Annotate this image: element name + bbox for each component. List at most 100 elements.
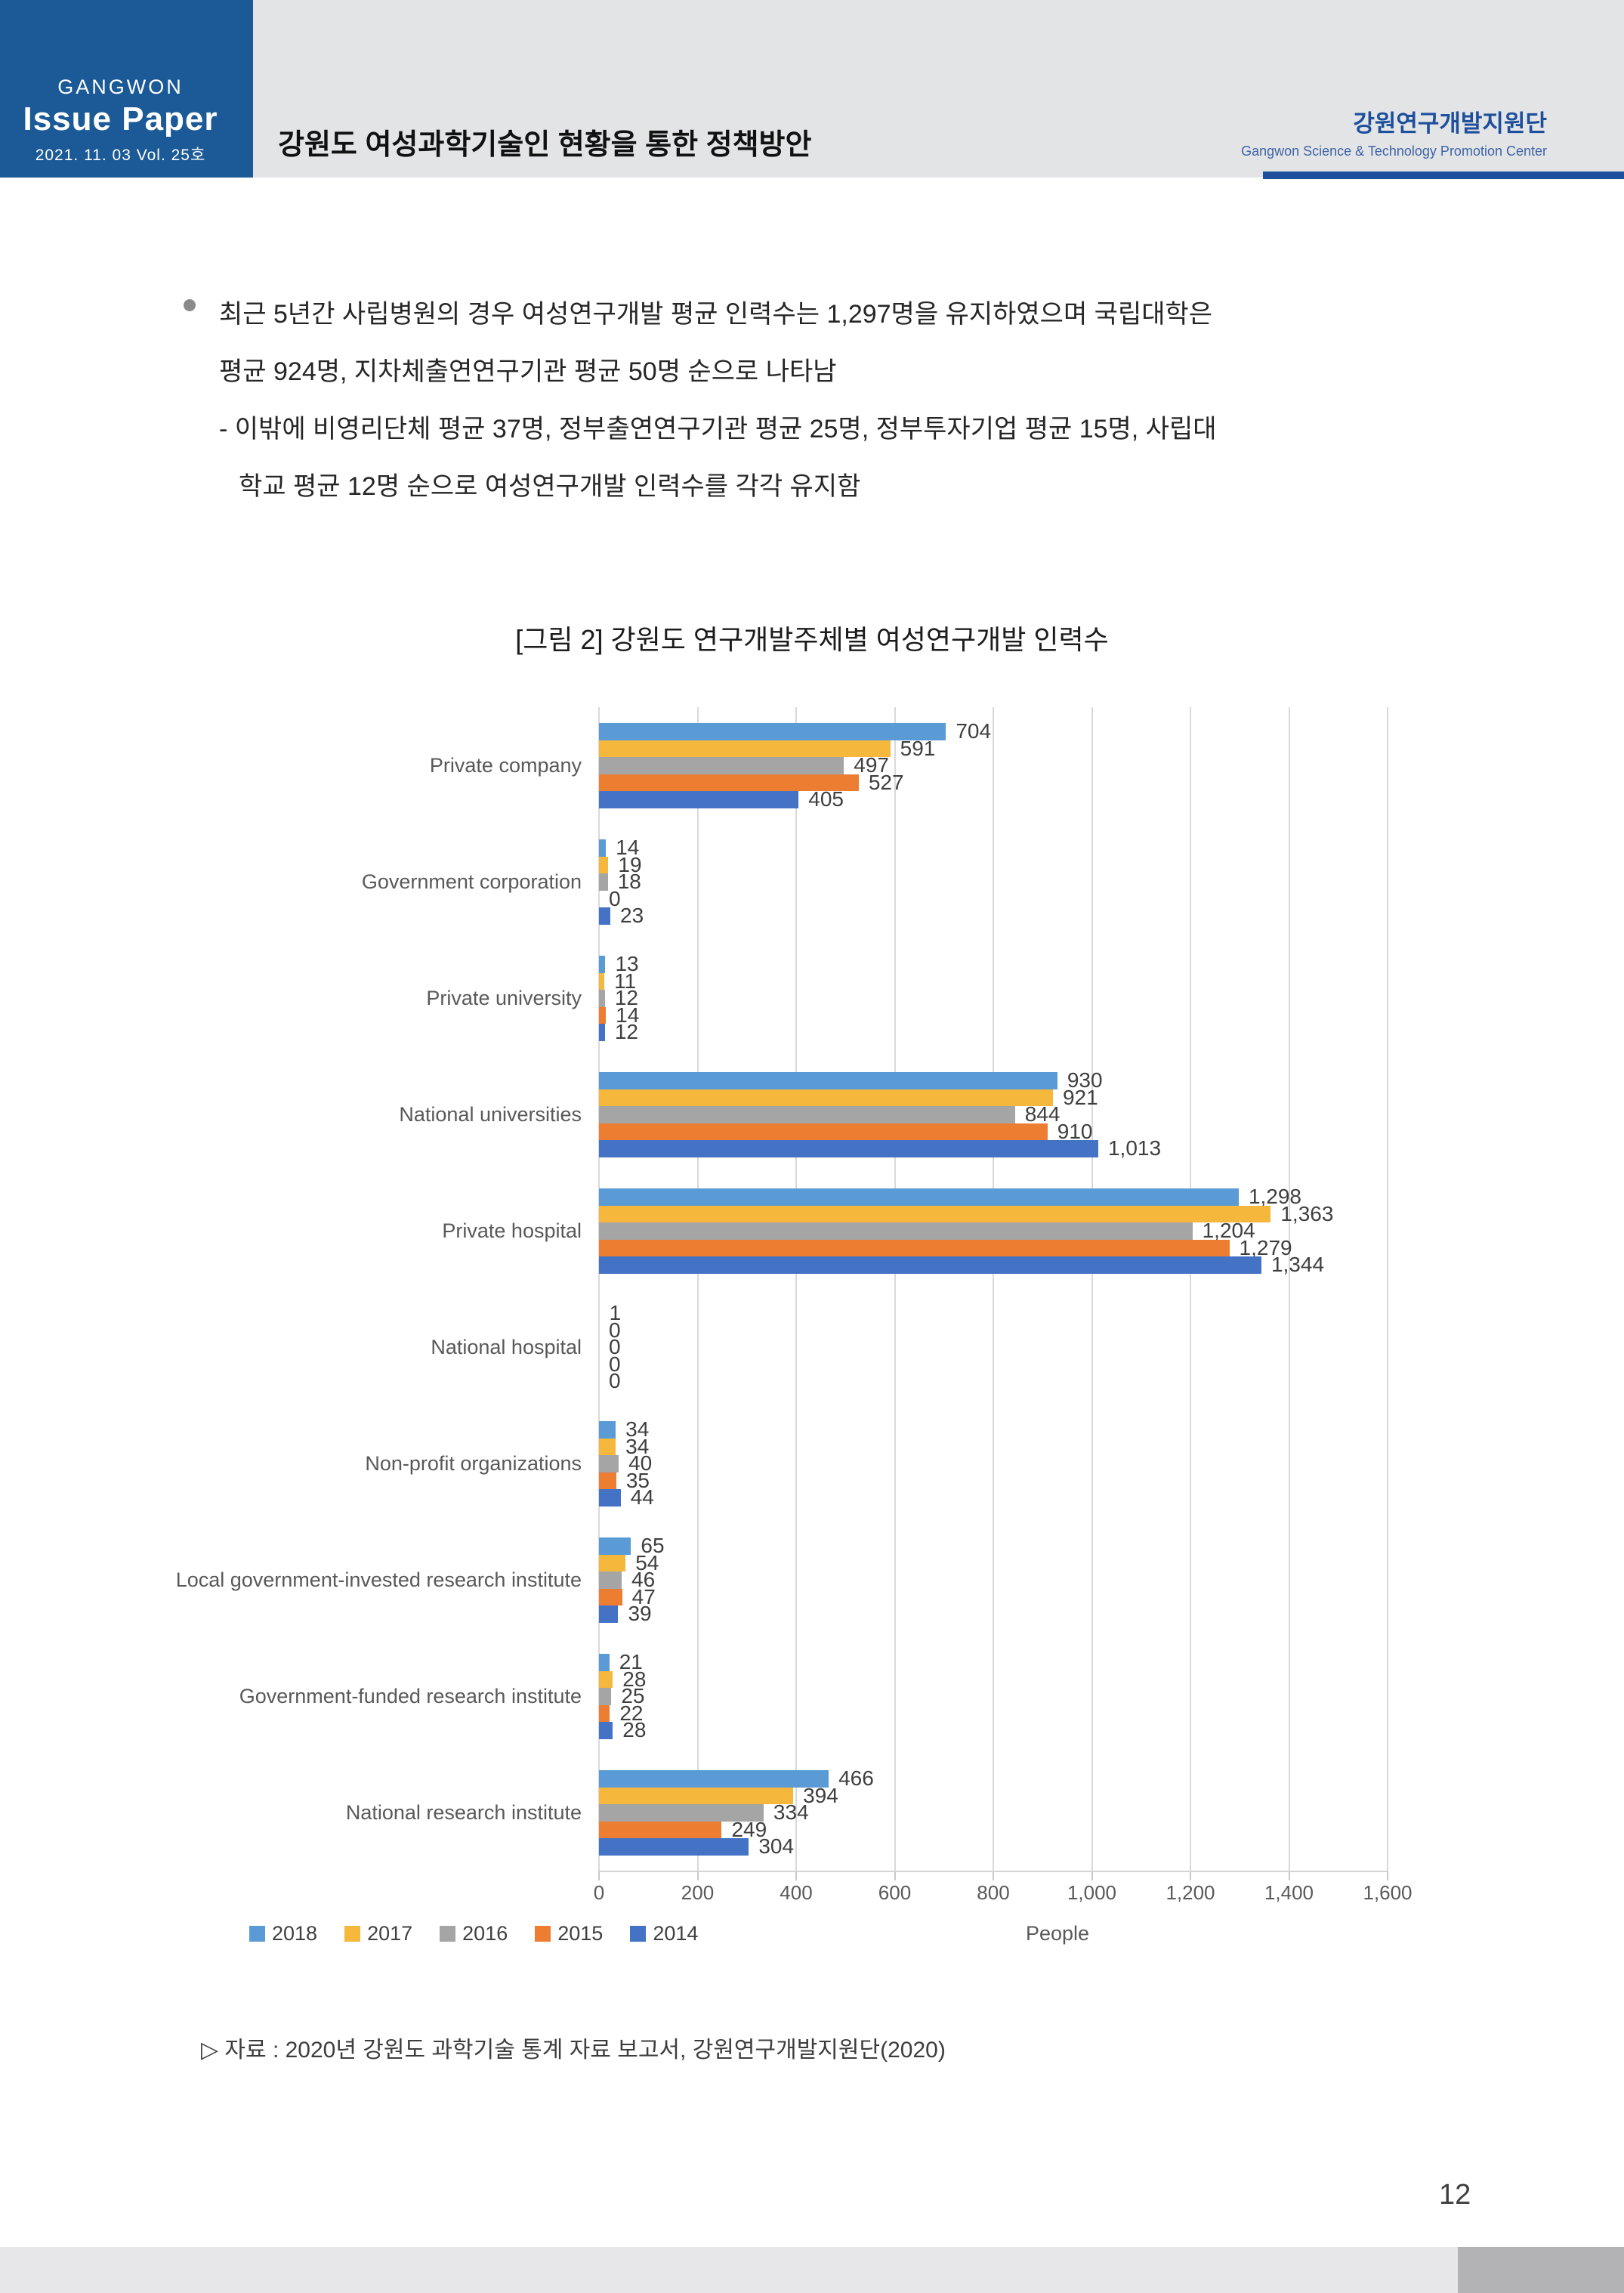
bar-value-label: 1,204 bbox=[1202, 1219, 1255, 1243]
legend-label: 2015 bbox=[557, 1922, 604, 1945]
chart-bar bbox=[599, 1554, 626, 1571]
bar-value-label: 0 bbox=[609, 886, 621, 910]
bar-value-label: 40 bbox=[628, 1451, 653, 1476]
chart-bar bbox=[599, 1571, 622, 1589]
bar-value-label: 527 bbox=[868, 770, 904, 794]
bar-value-label: 1,344 bbox=[1270, 1253, 1325, 1277]
axis-tick bbox=[598, 1871, 600, 1880]
category-label: National research institute bbox=[345, 1801, 582, 1825]
chart-bar bbox=[599, 990, 605, 1007]
category-label: Local government-invested research insti… bbox=[175, 1568, 582, 1592]
brand-region: GANGWON bbox=[57, 76, 184, 98]
bar-value-label: 0 bbox=[609, 1369, 621, 1393]
chart-bar bbox=[599, 1537, 631, 1555]
bar-value-label: 44 bbox=[630, 1485, 654, 1510]
org-underline-bar bbox=[1263, 172, 1624, 179]
gridline bbox=[1387, 707, 1388, 1871]
brand-block: GANGWON Issue Paper 2021. 11. 03 Vol. 25… bbox=[0, 76, 241, 165]
legend-label: 2018 bbox=[272, 1922, 318, 1945]
bar-value-label: 394 bbox=[803, 1783, 838, 1807]
chart-bar bbox=[599, 1256, 1261, 1274]
gridline bbox=[1091, 707, 1093, 1871]
category-label: National universities bbox=[399, 1103, 582, 1126]
x-tick-label: 200 bbox=[681, 1881, 715, 1904]
bar-value-label: 47 bbox=[631, 1584, 656, 1608]
chart-bar bbox=[599, 1670, 613, 1688]
x-tick-label: 1,400 bbox=[1264, 1881, 1314, 1904]
bar-value-label: 34 bbox=[625, 1417, 650, 1442]
chart-bar bbox=[599, 1106, 1015, 1123]
chart-bar bbox=[599, 1588, 622, 1605]
chart-legend: 2018 2017 2016 2015 2014 bbox=[249, 1922, 725, 1945]
bar-value-label: 25 bbox=[621, 1684, 645, 1708]
bar-value-label: 28 bbox=[622, 1718, 647, 1742]
header-band bbox=[0, 0, 1624, 178]
axis-tick bbox=[795, 1871, 797, 1880]
chart-bar bbox=[599, 1205, 1271, 1222]
chart-bar bbox=[599, 907, 610, 925]
chart-bar bbox=[599, 1024, 605, 1041]
chart-bar bbox=[599, 1072, 1057, 1089]
bullet-text-line-3: - 이밖에 비영리단체 평균 37명, 정부출연연구기관 평균 25명, 정부투… bbox=[219, 415, 1217, 443]
axis-tick bbox=[1387, 1871, 1388, 1880]
x-tick-label: 1,600 bbox=[1363, 1881, 1413, 1904]
bar-value-label: 14 bbox=[616, 836, 640, 860]
category-label: Government-funded research institute bbox=[239, 1685, 582, 1708]
bullet-text-line-1: 최근 5년간 사립병원의 경우 여성연구개발 평균 인력수는 1,297명을 유… bbox=[219, 300, 1213, 329]
chart-bar bbox=[599, 774, 859, 791]
bar-value-label: 921 bbox=[1062, 1085, 1098, 1109]
bar-value-label: 930 bbox=[1067, 1068, 1103, 1092]
x-tick-label: 800 bbox=[977, 1881, 1010, 1904]
bar-value-label: 18 bbox=[617, 870, 641, 894]
bar-value-label: 1,363 bbox=[1280, 1201, 1334, 1225]
x-tick-label: 400 bbox=[780, 1881, 813, 1904]
bar-value-label: 28 bbox=[622, 1667, 647, 1691]
bar-value-label: 22 bbox=[619, 1701, 644, 1725]
x-axis-label: People bbox=[1025, 1922, 1090, 1945]
bar-value-label: 35 bbox=[625, 1468, 650, 1492]
category-label: Private hospital bbox=[442, 1219, 582, 1243]
legend-swatch bbox=[535, 1926, 551, 1942]
bar-value-label: 704 bbox=[956, 719, 992, 743]
gridline bbox=[1288, 707, 1290, 1871]
axis-tick bbox=[894, 1871, 896, 1880]
chart-bar bbox=[599, 1455, 619, 1473]
x-tick-label: 1,000 bbox=[1067, 1881, 1117, 1904]
chart-bar bbox=[599, 1787, 794, 1804]
bar-value-label: 334 bbox=[773, 1800, 809, 1825]
chart-bar bbox=[599, 1188, 1239, 1206]
bar-value-label: 1,279 bbox=[1239, 1235, 1292, 1259]
bar-value-label: 466 bbox=[838, 1766, 874, 1791]
footer-strip bbox=[0, 2247, 1624, 2293]
chart-bar bbox=[599, 723, 946, 740]
chart-bar bbox=[599, 1770, 829, 1788]
chart-bar bbox=[599, 1472, 616, 1489]
chart-bar bbox=[599, 1489, 621, 1507]
legend-label: 2017 bbox=[367, 1922, 413, 1945]
chart-bar bbox=[599, 1722, 613, 1739]
category-label: Private university bbox=[426, 987, 582, 1010]
legend-swatch bbox=[440, 1926, 456, 1942]
axis-tick bbox=[1288, 1871, 1290, 1880]
legend-item: 2018 bbox=[249, 1922, 317, 1945]
gridline bbox=[795, 707, 797, 1871]
chart-bar bbox=[599, 1804, 764, 1822]
chart-bar bbox=[599, 1821, 722, 1838]
bar-value-label: 12 bbox=[614, 986, 638, 1010]
legend-label: 2016 bbox=[462, 1922, 508, 1945]
chart-bar bbox=[599, 1838, 749, 1856]
x-tick-label: 0 bbox=[593, 1881, 605, 1904]
bar-value-label: 304 bbox=[758, 1834, 795, 1859]
x-tick-label: 1,200 bbox=[1166, 1881, 1215, 1904]
bullet-text-line-2: 평균 924명, 지차체출연연구기관 평균 50명 순으로 나타남 bbox=[219, 357, 837, 386]
org-name-english: Gangwon Science & Technology Promotion C… bbox=[1241, 144, 1547, 159]
bar-value-label: 23 bbox=[620, 904, 644, 928]
bar-value-label: 1,298 bbox=[1248, 1185, 1302, 1209]
chart-bar bbox=[599, 1239, 1230, 1256]
brand-title: Issue Paper bbox=[23, 100, 218, 138]
chart-bar bbox=[599, 1123, 1048, 1140]
x-axis-line bbox=[599, 1871, 1388, 1872]
bar-value-label: 21 bbox=[619, 1650, 643, 1674]
category-label: Non-profit organizations bbox=[365, 1452, 582, 1476]
